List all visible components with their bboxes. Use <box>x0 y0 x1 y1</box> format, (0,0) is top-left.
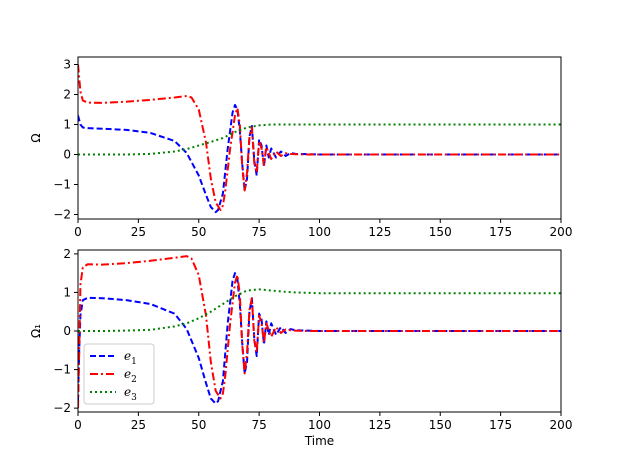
y-axis-label: Ω₁ <box>29 324 43 338</box>
y-tick-label: 0 <box>63 324 71 338</box>
y-tick-label: −1 <box>53 363 71 377</box>
x-tick-label: 25 <box>131 225 146 239</box>
x-tick-label: 125 <box>368 225 391 239</box>
x-tick-label: 150 <box>429 225 452 239</box>
y-tick-label: 0 <box>63 148 71 162</box>
x-tick-label: 175 <box>489 225 512 239</box>
y-tick-label: −2 <box>53 401 71 415</box>
x-tick-label: 100 <box>308 418 331 432</box>
y-tick-label: −1 <box>53 178 71 192</box>
x-tick-label: 100 <box>308 225 331 239</box>
x-tick-label: 150 <box>429 418 452 432</box>
y-axis-label: Ω <box>29 133 43 142</box>
x-tick-label: 50 <box>191 418 206 432</box>
y-tick-label: 2 <box>63 88 71 102</box>
series-line-3 <box>78 288 561 332</box>
x-tick-label: 125 <box>368 418 391 432</box>
y-tick-label: −2 <box>53 208 71 222</box>
x-tick-label: 75 <box>251 225 266 239</box>
x-tick-label: 0 <box>74 225 82 239</box>
x-tick-label: 0 <box>74 418 82 432</box>
series-line-2 <box>78 64 561 211</box>
series-line-3 <box>78 123 561 156</box>
x-tick-label: 50 <box>191 225 206 239</box>
y-tick-label: 2 <box>63 247 71 261</box>
x-tick-label: 75 <box>251 418 266 432</box>
series-group <box>78 255 561 409</box>
y-tick-label: 3 <box>63 58 71 72</box>
series-group <box>78 64 561 214</box>
series-line-1 <box>78 272 561 405</box>
y-tick-label: 1 <box>63 285 71 299</box>
x-tick-label: 200 <box>550 225 573 239</box>
legend-box <box>83 343 155 405</box>
x-tick-label: 25 <box>131 418 146 432</box>
top-panel: 0 25 50 75 100 125 150 175 200 −2 −1 0 1 2 3 Ω <box>29 56 573 239</box>
x-axis-label: Time <box>304 434 334 448</box>
x-tick-label: 175 <box>489 418 512 432</box>
x-tick-label: 200 <box>550 418 573 432</box>
bottom-panel: 0 25 50 75 100 125 150 175 200 −2 −1 0 1 2 Ω₁ Time e1e2e… <box>29 247 572 448</box>
series-line-2 <box>78 255 561 409</box>
y-tick-label: 1 <box>63 118 71 132</box>
